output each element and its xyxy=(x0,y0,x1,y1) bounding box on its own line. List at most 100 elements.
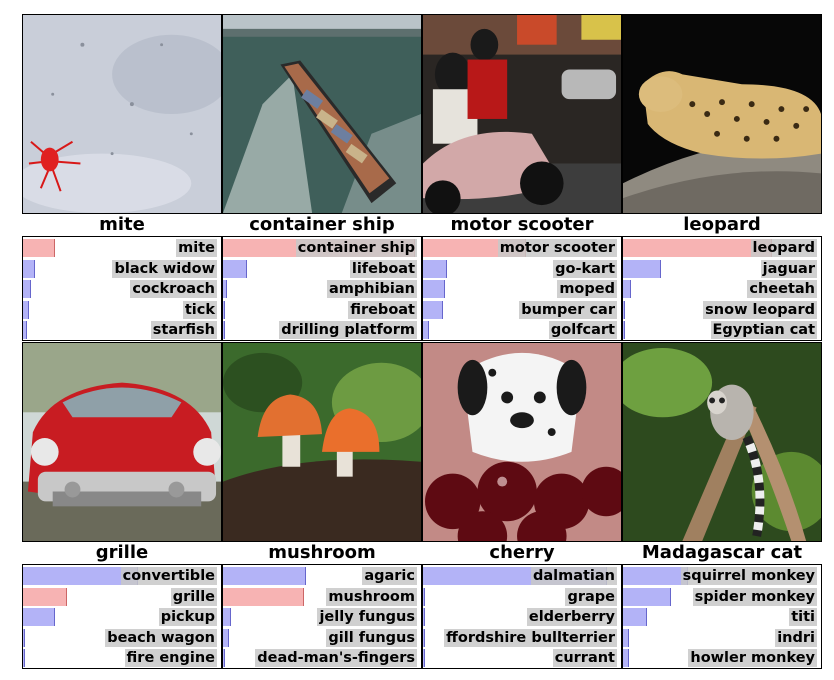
prediction-row: indri xyxy=(623,628,821,648)
prediction-label: dead-man's-fingers xyxy=(255,649,417,668)
prediction-row: leopard xyxy=(623,238,821,258)
probability-bar xyxy=(423,300,443,319)
prediction-label: moped xyxy=(557,280,617,299)
prediction-row: mushroom xyxy=(223,587,421,607)
prediction-row: grille xyxy=(23,587,221,607)
prediction-row: convertible xyxy=(23,566,221,586)
prediction-label: amphibian xyxy=(326,280,417,299)
prediction-row: fireboat xyxy=(223,300,421,320)
prediction-row: gill fungus xyxy=(223,628,421,648)
prediction-label: cockroach xyxy=(130,280,217,299)
probability-bar xyxy=(423,587,425,606)
probability-bar xyxy=(23,649,25,668)
probability-bar xyxy=(423,280,445,299)
prediction-row: motor scooter xyxy=(423,238,621,258)
prediction-label: mushroom xyxy=(326,587,417,606)
prediction-label: motor scooter xyxy=(497,239,617,257)
probability-bar xyxy=(23,300,29,319)
prediction-row: lifeboat xyxy=(223,259,421,279)
probability-bar xyxy=(623,608,647,627)
probability-bar xyxy=(223,321,225,340)
prediction-row: moped xyxy=(423,279,621,299)
prediction-row: elderberry xyxy=(423,607,621,627)
ground-truth-label: mite xyxy=(99,214,145,235)
probability-bar xyxy=(623,649,629,668)
probability-bar xyxy=(223,300,225,319)
probability-bar xyxy=(623,280,631,299)
probability-bar xyxy=(223,567,307,585)
prediction-label: drilling platform xyxy=(279,321,417,340)
prediction-label: elderberry xyxy=(526,608,617,627)
prediction-label: container ship xyxy=(295,239,417,257)
prediction-row: dalmatian xyxy=(423,566,621,586)
prediction-label: fire engine xyxy=(124,649,217,668)
prediction-row: cheetah xyxy=(623,279,821,299)
prediction-row: tick xyxy=(23,300,221,320)
prediction-row: starfish xyxy=(23,320,221,340)
prediction-row: ffordshire bullterrier xyxy=(423,628,621,648)
ground-truth-label: mushroom xyxy=(268,542,376,563)
probability-bar xyxy=(23,321,27,340)
probability-bar xyxy=(223,608,231,627)
prediction-label: lifeboat xyxy=(349,259,417,278)
mite-photo xyxy=(22,14,222,214)
prediction-label: starfish xyxy=(150,321,217,340)
prediction-label: beach wagon xyxy=(105,628,217,647)
prediction-row: howler monkey xyxy=(623,648,821,668)
ground-truth-label: leopard xyxy=(683,214,761,235)
probability-bar xyxy=(23,608,55,627)
prediction-label: snow leopard xyxy=(703,300,817,319)
prediction-label: ffordshire bullterrier xyxy=(444,628,617,647)
prediction-row: mite xyxy=(23,238,221,258)
prediction-row: agaric xyxy=(223,566,421,586)
probability-bar xyxy=(623,628,629,647)
probability-bar xyxy=(623,567,689,585)
probability-bar xyxy=(223,259,247,278)
probability-bar xyxy=(423,628,425,647)
probability-bar xyxy=(223,628,229,647)
mushroom-photo xyxy=(222,342,422,542)
prediction-row: jaguar xyxy=(623,259,821,279)
probability-bar xyxy=(623,321,625,340)
prediction-list: dalmatian grape elderberry ffordshire bullt… xyxy=(422,564,622,669)
motor-scooter-photo xyxy=(422,14,622,214)
prediction-label: jelly fungus xyxy=(317,608,417,627)
prediction-label: golfcart xyxy=(548,321,617,340)
prediction-row: black widow xyxy=(23,259,221,279)
prediction-label: gill fungus xyxy=(326,628,417,647)
prediction-label: fireboat xyxy=(348,300,417,319)
leopard-photo xyxy=(622,14,822,214)
prediction-row: go-kart xyxy=(423,259,621,279)
prediction-list: convertible grille pickup beach wagon fire e… xyxy=(22,564,222,669)
prediction-label: grape xyxy=(565,587,617,606)
probability-bar xyxy=(623,587,671,606)
probability-bar xyxy=(623,259,661,278)
prediction-label: go-kart xyxy=(553,259,617,278)
probability-bar xyxy=(223,649,225,668)
prediction-row: squirrel monkey xyxy=(623,566,821,586)
prediction-row: spider monkey xyxy=(623,587,821,607)
prediction-label: leopard xyxy=(750,239,817,257)
ground-truth-label: cherry xyxy=(489,542,555,563)
madagascar-cat-photo xyxy=(622,342,822,542)
probability-bar xyxy=(623,300,625,319)
prediction-list: agaric mushroom jelly fungus gill fungus dea… xyxy=(222,564,422,669)
prediction-label: pickup xyxy=(158,608,217,627)
probability-bar xyxy=(23,259,35,278)
prediction-list: container ship lifeboat amphibian fireboat d… xyxy=(222,236,422,341)
ground-truth-label: container ship xyxy=(249,214,395,235)
probability-bar xyxy=(223,587,305,606)
prediction-label: black widow xyxy=(112,259,217,278)
prediction-row: jelly fungus xyxy=(223,607,421,627)
prediction-list: leopard jaguar cheetah snow leopard Egyptian… xyxy=(622,236,822,341)
probability-bar xyxy=(23,587,67,606)
prediction-row: currant xyxy=(423,648,621,668)
prediction-list: mite black widow cockroach tick starfish xyxy=(22,236,222,341)
prediction-row: container ship xyxy=(223,238,421,258)
prediction-list: squirrel monkey spider monkey titi indri how… xyxy=(622,564,822,669)
prediction-row: fire engine xyxy=(23,648,221,668)
probability-bar xyxy=(223,280,227,299)
prediction-row: grape xyxy=(423,587,621,607)
probability-bar xyxy=(423,321,429,340)
prediction-row: pickup xyxy=(23,607,221,627)
